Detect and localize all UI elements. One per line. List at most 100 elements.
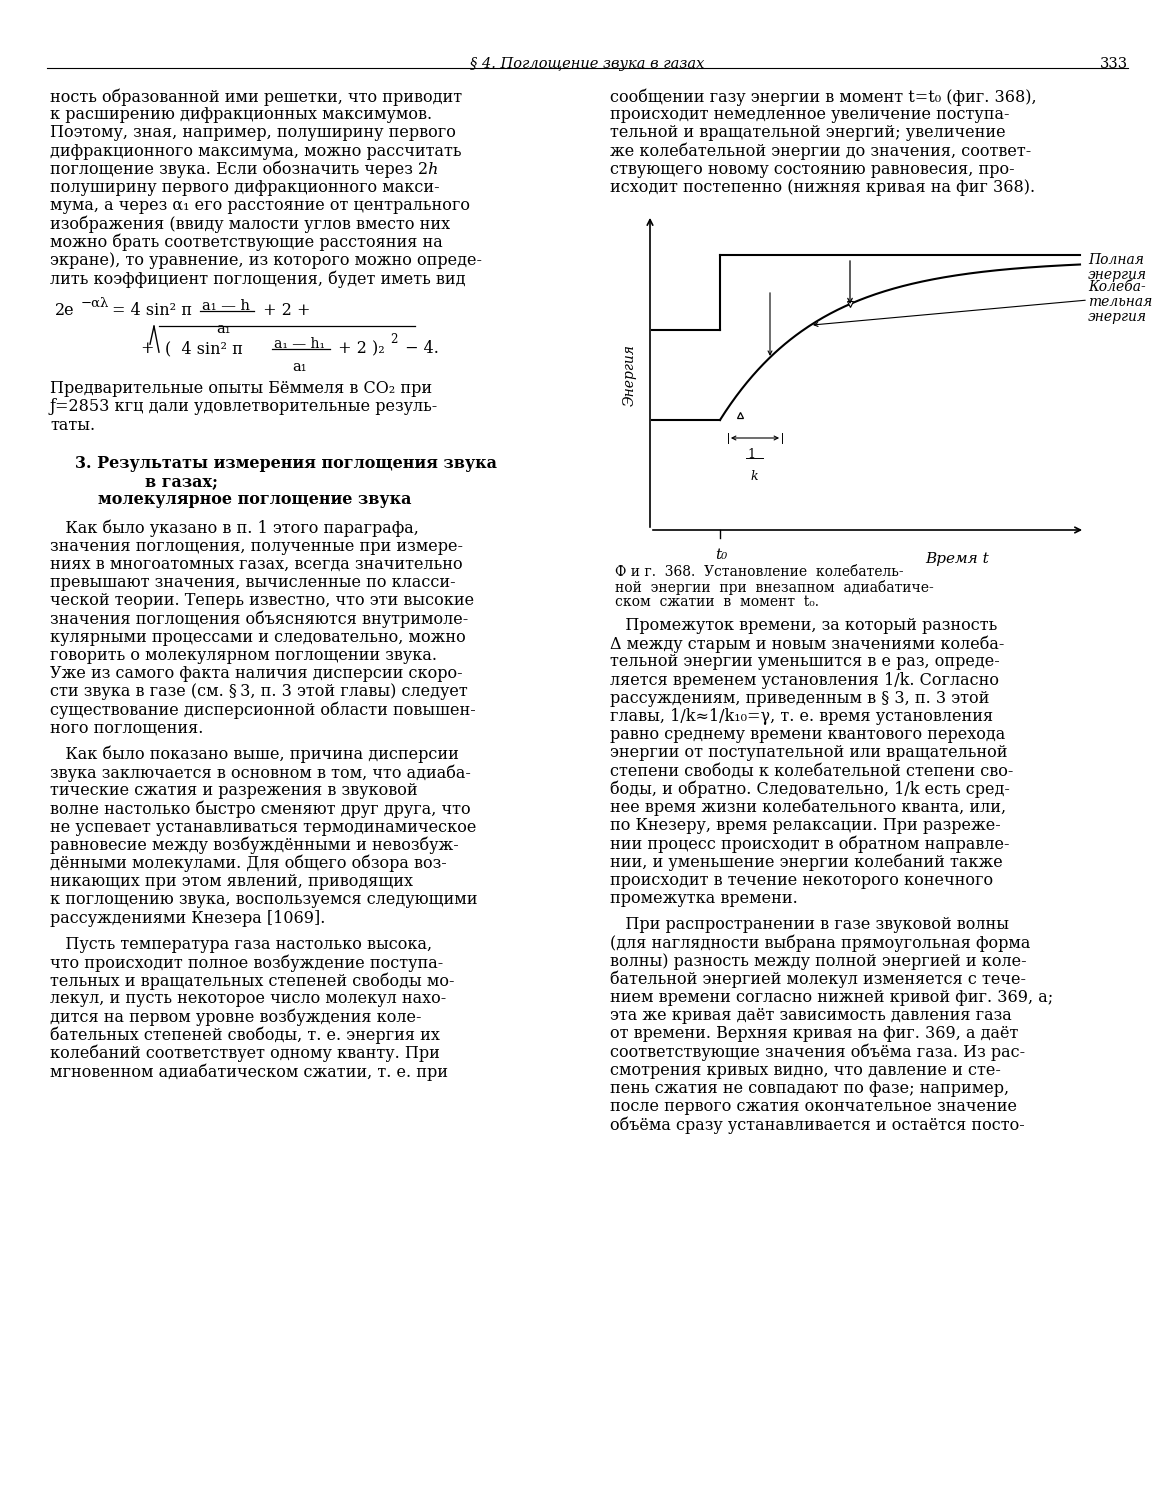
Text: от времени. Верхняя кривая на фиг. 369, a даёт: от времени. Верхняя кривая на фиг. 369, … [610,1026,1019,1042]
Text: тельных и вращательных степеней свободы мо-: тельных и вращательных степеней свободы … [51,972,455,990]
Text: a₁ — h₁: a₁ — h₁ [274,338,325,351]
Text: Промежуток времени, за который разность: Промежуток времени, за который разность [610,616,998,634]
Text: никающих при этом явлений, приводящих: никающих при этом явлений, приводящих [51,873,412,889]
Text: степени свободы к колебательной степени сво-: степени свободы к колебательной степени … [610,762,1013,780]
Text: происходит немедленное увеличение поступа-: происходит немедленное увеличение поступ… [610,106,1009,123]
Text: исходит постепенно (нижняя кривая на фиг 368).: исходит постепенно (нижняя кривая на фиг… [610,178,1035,196]
Text: a₁ — h: a₁ — h [202,298,250,314]
Text: существование дисперсионной области повышен-: существование дисперсионной области повы… [51,702,476,718]
Text: по Кнезеру, время релаксации. При разреже-: по Кнезеру, время релаксации. При разреж… [610,818,1001,834]
Text: пень сжатия не совпадают по фазе; например,: пень сжатия не совпадают по фазе; наприм… [610,1080,1009,1096]
Text: что происходит полное возбуждение поступа-: что происходит полное возбуждение поступ… [51,954,443,972]
Text: § 4. Поглощение звука в газах: § 4. Поглощение звука в газах [470,57,704,70]
Text: тельной и вращательной энергий; увеличение: тельной и вращательной энергий; увеличен… [610,124,1006,141]
Text: сти звука в газе (см. § 3, п. 3 этой главы) следует: сти звука в газе (см. § 3, п. 3 этой гла… [51,682,468,700]
Text: не успевает устанавливаться термодинамическое: не успевает устанавливаться термодинамич… [51,819,476,836]
Text: эта же кривая даёт зависимость давления газа: эта же кривая даёт зависимость давления … [610,1007,1012,1025]
Text: ного поглощения.: ного поглощения. [51,720,203,736]
Text: −αλ: −αλ [81,297,109,310]
Text: волны) разность между полной энергией и коле-: волны) разность между полной энергией и … [610,952,1027,969]
Text: после первого сжатия окончательное значение: после первого сжатия окончательное значе… [610,1098,1018,1114]
Text: звука заключается в основном в том, что адиаба-: звука заключается в основном в том, что … [51,764,471,782]
Text: объёма сразу устанавливается и остаётся посто-: объёма сразу устанавливается и остаётся … [610,1116,1025,1134]
Text: нее время жизни колебательного кванта, или,: нее время жизни колебательного кванта, и… [610,800,1006,816]
Text: колебаний соответствует одному кванту. При: колебаний соответствует одному кванту. П… [51,1046,439,1062]
Text: волне настолько быстро сменяют друг друга, что: волне настолько быстро сменяют друг друг… [51,801,471,818]
Text: Поэтому, зная, например, полуширину первого: Поэтому, зная, например, полуширину перв… [51,124,456,141]
Text: нием времени согласно нижней кривой фиг. 369, a;: нием времени согласно нижней кривой фиг.… [610,988,1053,1006]
Text: полуширину первого дифракционного макси-: полуширину первого дифракционного макси- [51,178,439,196]
Text: тические сжатия и разрежения в звуковой: тические сжатия и разрежения в звуковой [51,782,417,800]
Text: Полная: Полная [1088,254,1144,267]
Text: мума, а через α₁ его расстояние от центрального: мума, а через α₁ его расстояние от центр… [51,196,470,214]
Text: поглощение звука. Если обозначить через 2ℎ: поглощение звука. Если обозначить через … [51,160,438,178]
Text: к поглощению звука, воспользуемся следующими: к поглощению звука, воспользуемся следую… [51,891,477,909]
Text: нии, и уменьшение энергии колебаний также: нии, и уменьшение энергии колебаний такж… [610,853,1002,871]
Text: a₁: a₁ [293,360,307,374]
Text: + 2 +: + 2 + [258,302,310,320]
Text: ниях в многоатомных газах, всегда значительно: ниях в многоатомных газах, всегда значит… [51,556,463,573]
Text: ной  энергии  при  внезапном  адиабатиче-: ной энергии при внезапном адиабатиче- [615,580,934,596]
Text: тельной энергии уменьшится в e раз, опреде-: тельной энергии уменьшится в e раз, опре… [610,654,1000,670]
Text: значения поглощения, полученные при измере-: значения поглощения, полученные при изме… [51,537,463,555]
Text: Уже из самого факта наличия дисперсии скоро-: Уже из самого факта наличия дисперсии ск… [51,664,463,682]
Text: k: k [750,470,758,483]
Text: Как было показано выше, причина дисперсии: Как было показано выше, причина дисперси… [51,746,459,764]
Text: = 4 sin² π: = 4 sin² π [112,302,192,320]
Text: 2: 2 [390,333,397,346]
Text: дится на первом уровне возбуждения коле-: дится на первом уровне возбуждения коле- [51,1008,422,1026]
Text: Энергия: Энергия [623,344,637,406]
Text: Как было указано в п. 1 этого параграфа,: Как было указано в п. 1 этого параграфа, [51,519,418,537]
Text: a₁: a₁ [216,322,230,336]
Text: таты.: таты. [51,417,95,434]
Text: промежутка времени.: промежутка времени. [610,890,798,908]
Text: 333: 333 [1100,57,1128,70]
Text: изображения (ввиду малости углов вместо них: изображения (ввиду малости углов вместо … [51,216,450,232]
Text: Δ между старым и новым значениями колеба-: Δ между старым и новым значениями колеба… [610,634,1005,652]
Text: экране), то уравнение, из которого можно опреде-: экране), то уравнение, из которого можно… [51,252,482,268]
Text: При распространении в газе звуковой волны: При распространении в газе звуковой волн… [610,916,1009,933]
Text: бательных степеней свободы, т. е. энергия их: бательных степеней свободы, т. е. энерги… [51,1028,439,1044]
Text: рассуждениям, приведенным в § 3, п. 3 этой: рассуждениям, приведенным в § 3, п. 3 эт… [610,690,989,706]
Text: бательной энергией молекул изменяется с тече-: бательной энергией молекул изменяется с … [610,970,1026,988]
Text: Колеба-: Колеба- [1088,280,1146,294]
Text: ствующего новому состоянию равновесия, про-: ствующего новому состоянию равновесия, п… [610,160,1015,178]
Text: дифракционного максимума, можно рассчитать: дифракционного максимума, можно рассчита… [51,142,462,159]
Text: − 4.: − 4. [400,340,439,357]
Text: смотрения кривых видно, что давление и сте-: смотрения кривых видно, что давление и с… [610,1062,1001,1078]
Text: рассуждениями Кнезера [1069].: рассуждениями Кнезера [1069]. [51,909,325,927]
Text: превышают значения, вычисленные по класси-: превышают значения, вычисленные по класс… [51,574,456,591]
Text: ляется временем установления 1/k. Согласно: ляется временем установления 1/k. Соглас… [610,672,999,688]
Text: боды, и обратно. Следовательно, 1/k есть сред-: боды, и обратно. Следовательно, 1/k есть… [610,782,1009,798]
Text: тельная: тельная [1088,296,1153,309]
Text: лекул, и пусть некоторое число молекул нахо-: лекул, и пусть некоторое число молекул н… [51,990,446,1008]
Text: ность образованной ими решетки, что приводит: ность образованной ими решетки, что прив… [51,88,462,105]
Text: значения поглощения объясняются внутримоле-: значения поглощения объясняются внутримо… [51,610,469,628]
Text: сообщении газу энергии в момент t=t₀ (фиг. 368),: сообщении газу энергии в момент t=t₀ (фи… [610,88,1036,105]
Text: главы, 1/k≈1/k₁₀=γ, т. е. время установления: главы, 1/k≈1/k₁₀=γ, т. е. время установл… [610,708,993,724]
Text: Ф и г.  368.  Установление  колебатель-: Ф и г. 368. Установление колебатель- [615,566,904,579]
Text: 1: 1 [747,448,756,460]
Text: молекулярное поглощение звука: молекулярное поглощение звука [98,490,411,508]
Text: ⁡(  4 sin² π: ⁡( 4 sin² π [165,340,243,357]
Text: Время t: Время t [925,552,988,566]
Text: энергия: энергия [1088,310,1147,324]
Text: ском  сжатии  в  момент  t₀.: ском сжатии в момент t₀. [615,596,819,609]
Text: + 2 )₂: + 2 )₂ [333,340,384,357]
Text: (для наглядности выбрана прямоугольная форма: (для наглядности выбрана прямоугольная ф… [610,934,1030,952]
Text: равно среднему времени квантового перехода: равно среднему времени квантового перехо… [610,726,1006,742]
Text: кулярными процессами и следовательно, можно: кулярными процессами и следовательно, мо… [51,628,465,645]
Text: можно брать соответствующие расстояния на: можно брать соответствующие расстояния н… [51,234,443,250]
Text: ческой теории. Теперь известно, что эти высокие: ческой теории. Теперь известно, что эти … [51,592,475,609]
Text: лить коэффициент поглощения, будет иметь вид: лить коэффициент поглощения, будет иметь… [51,270,465,288]
Text: нии процесс происходит в обратном направле-: нии процесс происходит в обратном направ… [610,836,1009,854]
Text: энергия: энергия [1088,268,1147,282]
Text: ƒ=2853 кгц дали удовлетворительные резуль-: ƒ=2853 кгц дали удовлетворительные резул… [51,399,438,416]
Text: к расширению дифракционных максимумов.: к расширению дифракционных максимумов. [51,106,432,123]
Text: происходит в течение некоторого конечного: происходит в течение некоторого конечног… [610,871,993,889]
Text: говорить о молекулярном поглощении звука.: говорить о молекулярном поглощении звука… [51,646,437,664]
Text: Пусть температура газа настолько высока,: Пусть температура газа настолько высока, [51,936,432,952]
Text: энергии от поступательной или вращательной: энергии от поступательной или вращательн… [610,744,1007,762]
Text: 3. Результаты измерения поглощения звука: 3. Результаты измерения поглощения звука [75,454,497,472]
Text: соответствующие значения объёма газа. Из рас-: соответствующие значения объёма газа. Из… [610,1044,1025,1060]
